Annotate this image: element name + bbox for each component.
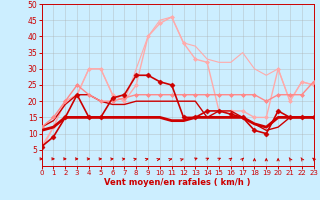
X-axis label: Vent moyen/en rafales ( km/h ): Vent moyen/en rafales ( km/h )	[104, 178, 251, 187]
